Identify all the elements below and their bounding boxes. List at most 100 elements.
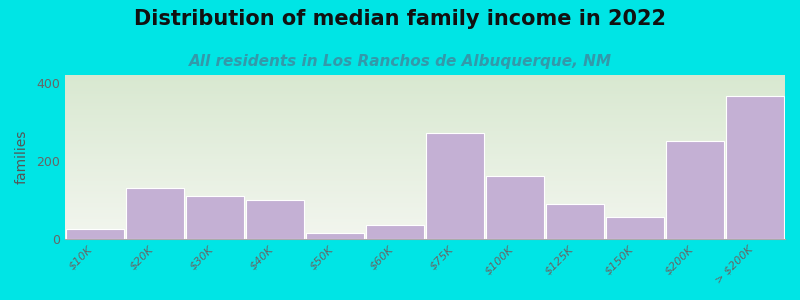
Bar: [65, 126, 785, 127]
Bar: [65, 146, 785, 147]
Bar: [65, 148, 785, 149]
Bar: [126, 188, 184, 239]
Bar: [65, 153, 785, 154]
Bar: [65, 75, 785, 76]
Bar: [65, 205, 785, 206]
Bar: [65, 202, 785, 203]
Bar: [65, 158, 785, 159]
Bar: [65, 226, 785, 227]
Bar: [246, 200, 304, 239]
Bar: [65, 169, 785, 170]
Bar: [65, 186, 785, 187]
Bar: [65, 114, 785, 115]
Bar: [65, 151, 785, 152]
Bar: [65, 108, 785, 109]
Bar: [65, 162, 785, 163]
Bar: [65, 135, 785, 136]
Text: All residents in Los Ranchos de Albuquerque, NM: All residents in Los Ranchos de Albuquer…: [189, 54, 611, 69]
Bar: [65, 173, 785, 174]
Bar: [65, 215, 785, 216]
Bar: [65, 86, 785, 87]
Bar: [65, 85, 785, 86]
Bar: [666, 141, 724, 239]
Bar: [65, 232, 785, 233]
Bar: [65, 185, 785, 186]
Bar: [65, 230, 785, 231]
Bar: [65, 190, 785, 191]
Bar: [65, 220, 785, 221]
Bar: [65, 197, 785, 198]
Bar: [65, 184, 785, 185]
Bar: [65, 89, 785, 90]
Bar: [65, 111, 785, 112]
Bar: [65, 216, 785, 217]
Y-axis label: families: families: [15, 130, 29, 184]
Bar: [65, 118, 785, 119]
Bar: [65, 179, 785, 180]
Bar: [65, 91, 785, 92]
Bar: [65, 208, 785, 209]
Bar: [65, 233, 785, 234]
Bar: [65, 163, 785, 164]
Bar: [65, 165, 785, 166]
Bar: [65, 77, 785, 78]
Bar: [65, 206, 785, 207]
Bar: [65, 192, 785, 193]
Bar: [65, 211, 785, 212]
Bar: [65, 131, 785, 132]
Bar: [65, 144, 785, 145]
Bar: [65, 178, 785, 179]
Bar: [65, 225, 785, 226]
Bar: [65, 140, 785, 141]
Bar: [65, 187, 785, 188]
Bar: [65, 87, 785, 88]
Bar: [65, 227, 785, 228]
Bar: [65, 121, 785, 122]
Bar: [65, 238, 785, 239]
Bar: [65, 133, 785, 134]
Bar: [65, 234, 785, 235]
Bar: [65, 166, 785, 167]
Bar: [65, 228, 785, 229]
Bar: [65, 164, 785, 165]
Bar: [65, 217, 785, 218]
Bar: [65, 210, 785, 211]
Bar: [65, 203, 785, 204]
Bar: [65, 222, 785, 223]
Bar: [65, 231, 785, 232]
Bar: [65, 137, 785, 138]
Bar: [65, 110, 785, 111]
Bar: [186, 196, 244, 239]
Bar: [65, 129, 785, 130]
Bar: [65, 188, 785, 189]
Bar: [65, 83, 785, 84]
Bar: [65, 235, 785, 236]
Bar: [65, 194, 785, 195]
Bar: [65, 120, 785, 121]
Bar: [65, 147, 785, 148]
Bar: [65, 101, 785, 102]
Bar: [65, 152, 785, 153]
Bar: [65, 117, 785, 118]
Bar: [65, 84, 785, 85]
Bar: [65, 106, 785, 107]
Bar: [65, 109, 785, 110]
Text: Distribution of median family income in 2022: Distribution of median family income in …: [134, 9, 666, 29]
Bar: [65, 209, 785, 210]
Bar: [65, 124, 785, 125]
Bar: [65, 159, 785, 160]
Bar: [65, 112, 785, 113]
Bar: [65, 76, 785, 77]
Bar: [65, 191, 785, 192]
Bar: [65, 122, 785, 123]
Bar: [366, 225, 424, 239]
Bar: [65, 104, 785, 105]
Bar: [65, 195, 785, 196]
Bar: [65, 78, 785, 79]
Bar: [606, 217, 664, 239]
Bar: [65, 82, 785, 83]
Bar: [65, 94, 785, 95]
Bar: [65, 149, 785, 150]
Bar: [65, 161, 785, 162]
Bar: [65, 214, 785, 215]
